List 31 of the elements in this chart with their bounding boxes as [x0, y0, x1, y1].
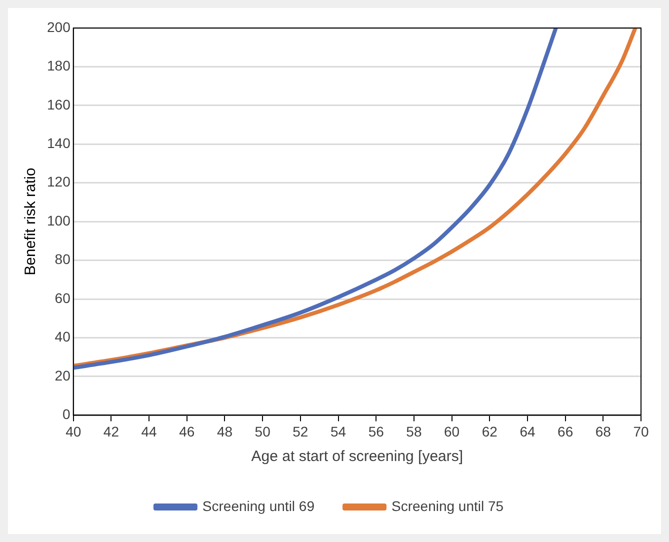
y-tick-label: 80	[54, 251, 71, 268]
x-tick-label: 70	[633, 423, 649, 440]
x-axis-title: Age at start of screening [years]	[251, 448, 464, 466]
x-tick-label: 46	[179, 423, 195, 440]
y-axis-title: Benefit risk ratio	[22, 168, 40, 276]
x-tick-label: 52	[292, 423, 308, 440]
y-tick-label: 180	[47, 58, 71, 74]
x-tick-label: 68	[595, 423, 612, 440]
x-tick-label: 60	[444, 423, 460, 440]
y-tick-label: 200	[47, 18, 71, 35]
y-tick-label: 0	[62, 406, 71, 422]
x-tick-label: 56	[368, 423, 384, 440]
x-tick-label: 42	[103, 423, 120, 440]
y-tick-label: 40	[54, 328, 71, 345]
y-tick-label: 120	[47, 174, 71, 190]
x-tick-label: 54	[330, 423, 346, 440]
y-tick-label: 60	[54, 290, 71, 306]
x-tick-label: 64	[520, 423, 536, 440]
legend-label: Screening until 69	[202, 498, 315, 514]
x-tick-label: 48	[216, 423, 233, 440]
legend-label: Screening until 75	[392, 498, 504, 514]
x-tick-label: 50	[254, 423, 271, 440]
y-tick-label: 160	[47, 96, 71, 112]
y-tick-label: 20	[54, 367, 71, 384]
x-tick-label: 66	[558, 423, 574, 440]
x-tick-label: 40	[66, 423, 82, 440]
x-tick-label: 58	[406, 423, 422, 440]
x-tick-label: 62	[482, 423, 498, 440]
y-tick-label: 140	[47, 135, 71, 152]
y-tick-label: 100	[47, 212, 71, 228]
x-tick-label: 44	[141, 423, 158, 440]
